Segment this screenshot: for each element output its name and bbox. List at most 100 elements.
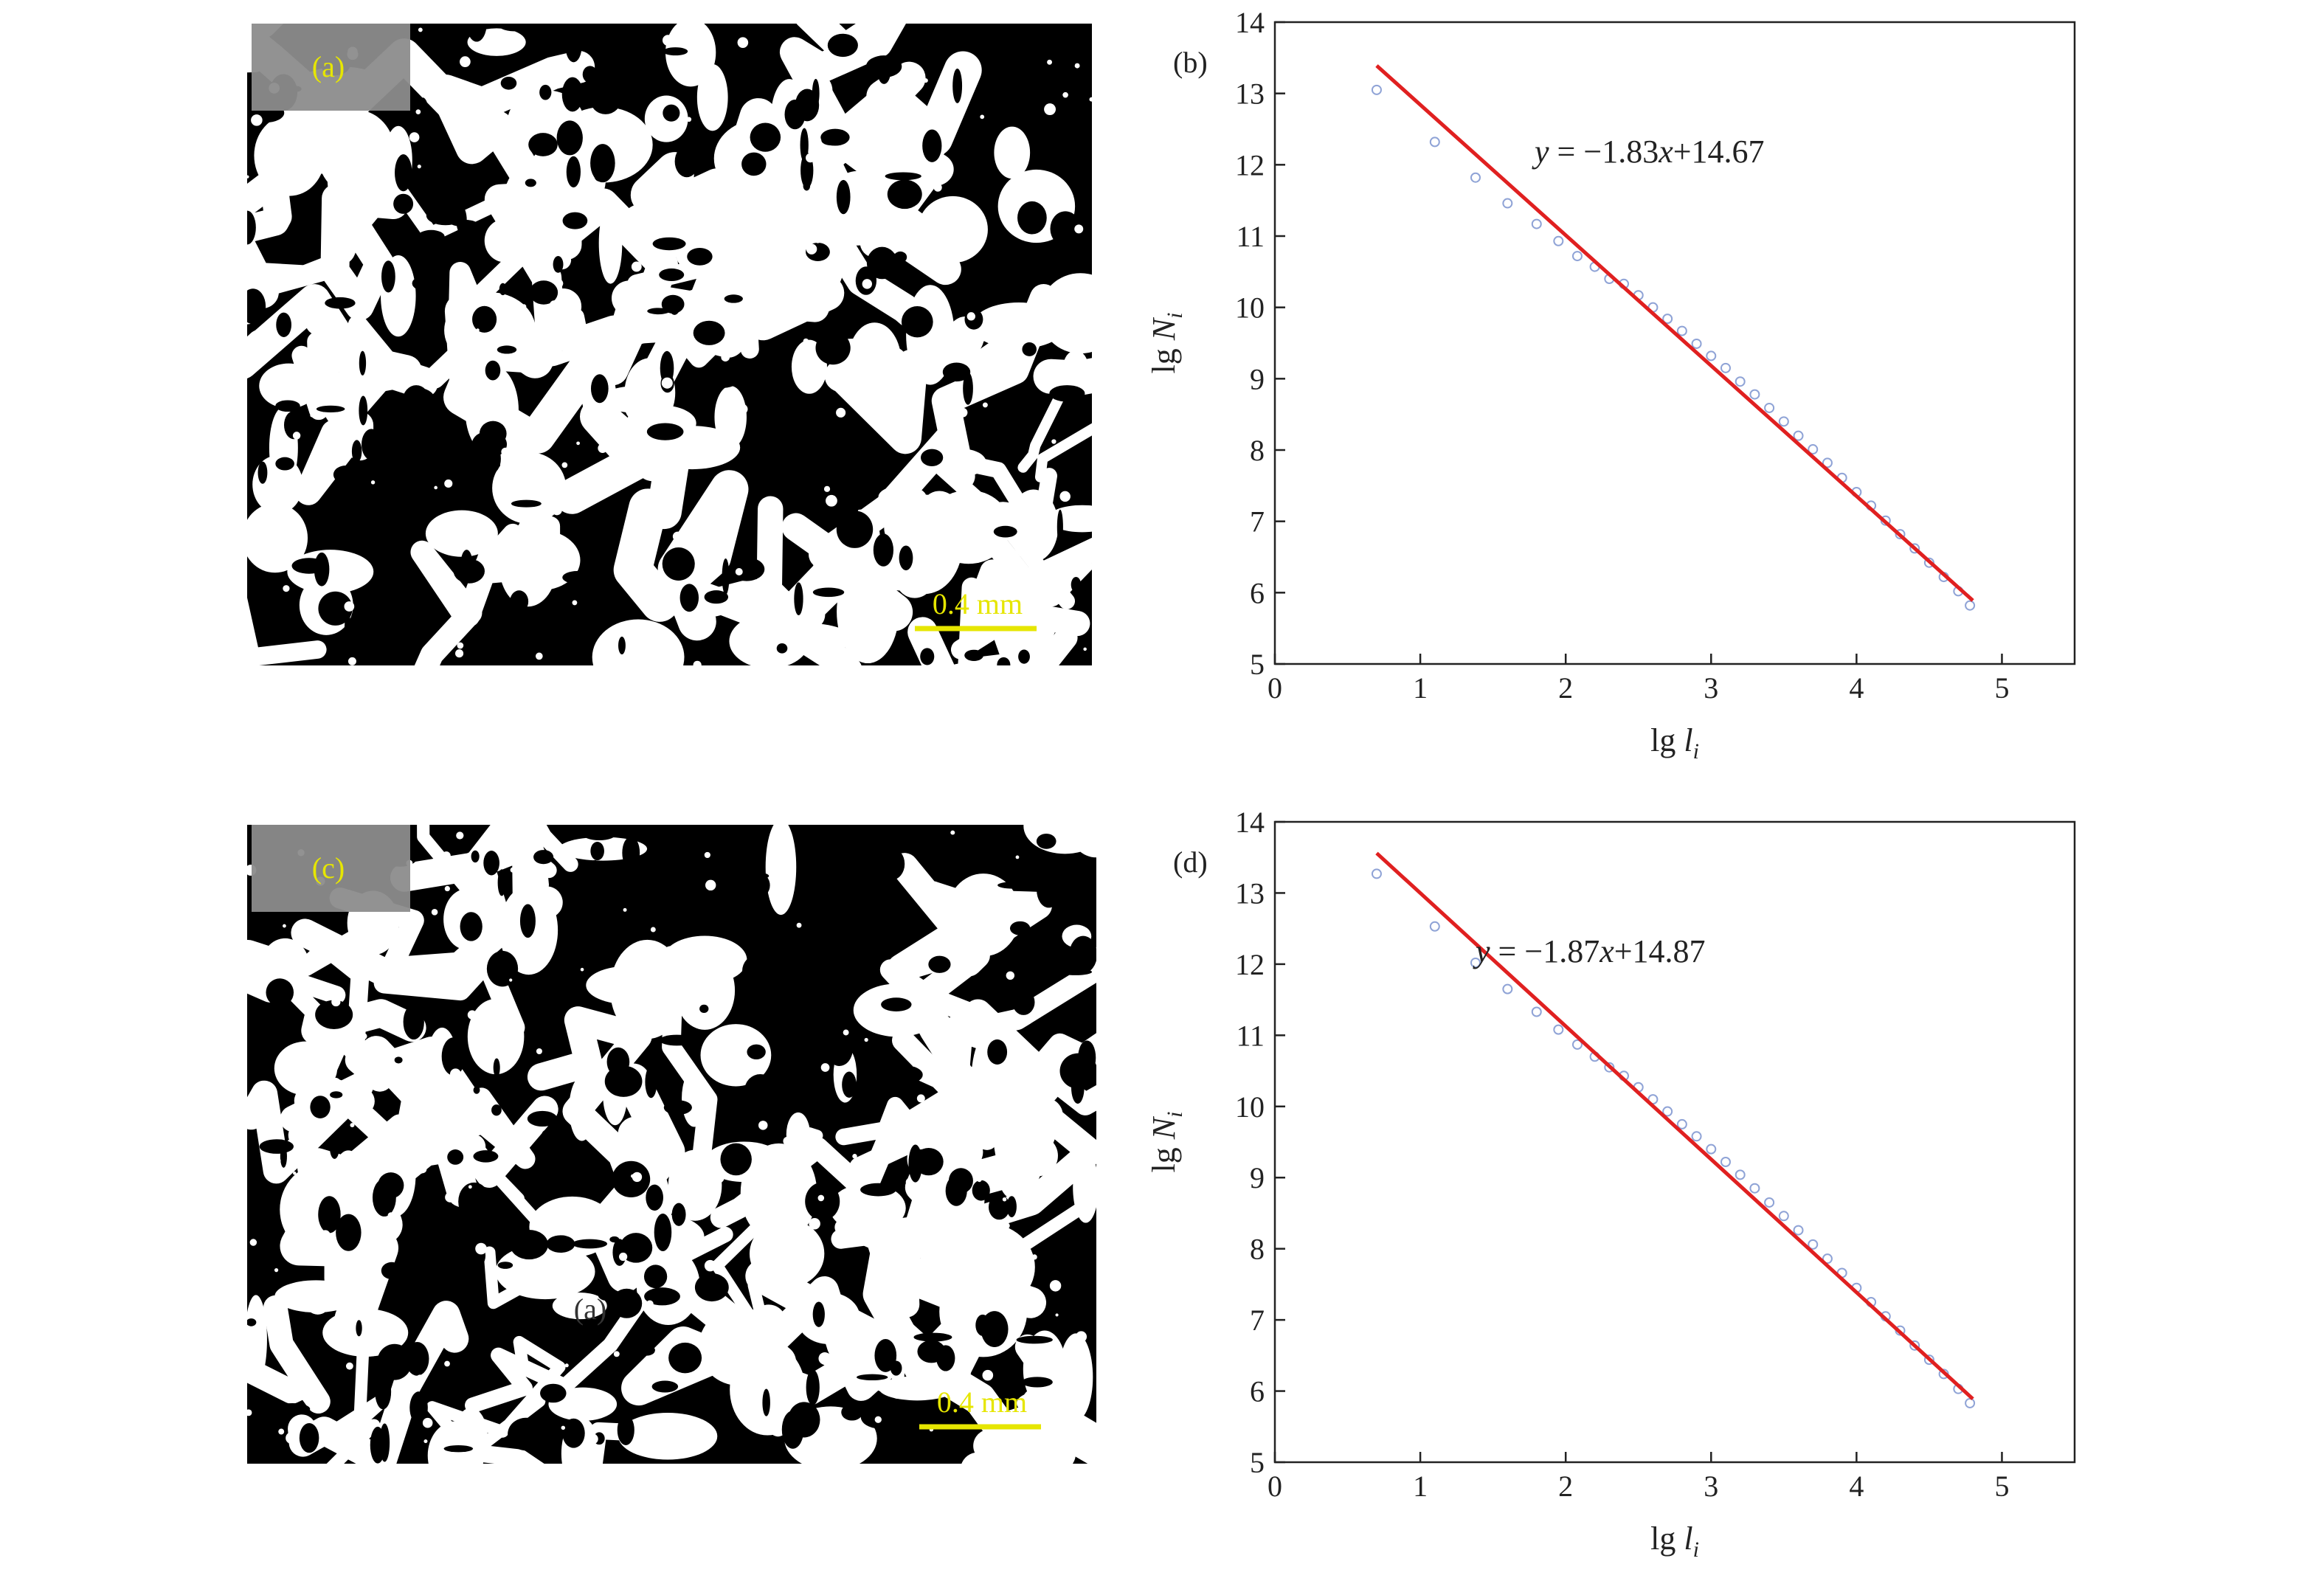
pore (426, 205, 465, 226)
pore (724, 294, 743, 303)
speck (361, 1033, 367, 1039)
data-point (1676, 325, 1687, 336)
speck (290, 1219, 297, 1226)
speck (501, 447, 510, 457)
speck (328, 426, 340, 437)
pore (890, 1360, 902, 1376)
data-point (1429, 136, 1440, 148)
pore (819, 840, 845, 853)
speck (981, 1138, 992, 1149)
speck (710, 564, 722, 576)
pore (381, 260, 395, 293)
pore (299, 1422, 319, 1453)
pore (887, 179, 922, 210)
speck (399, 1068, 407, 1076)
fit-line (1375, 851, 1974, 1401)
pore (256, 581, 274, 619)
speck (943, 536, 948, 541)
data-point (1822, 1253, 1833, 1264)
y-axis-label-sub: i (1163, 313, 1187, 319)
pore (486, 950, 519, 987)
speck (650, 927, 656, 933)
speck (823, 485, 831, 492)
pore (699, 1004, 709, 1014)
speck (561, 1425, 566, 1430)
speck (806, 243, 817, 255)
pore (1012, 989, 1035, 1015)
pore (805, 1182, 840, 1221)
pore (654, 1213, 672, 1251)
speck (347, 657, 356, 665)
pore (318, 591, 353, 626)
pore (443, 1445, 474, 1453)
speck (734, 1304, 742, 1313)
speck (1074, 224, 1084, 234)
speck (456, 831, 464, 840)
white-region (1059, 1333, 1093, 1421)
white-region (674, 951, 736, 1030)
plot-frame (1273, 820, 2076, 1464)
pore (590, 374, 609, 404)
speck (498, 339, 503, 344)
data-point (1764, 1197, 1775, 1208)
pore (458, 1182, 491, 1221)
speck (468, 1185, 472, 1189)
pore (396, 1275, 431, 1295)
pore (330, 1091, 343, 1098)
data-point (1749, 389, 1760, 400)
pore (747, 376, 772, 384)
white-region (918, 196, 988, 263)
pore (662, 547, 695, 581)
pore (762, 1388, 770, 1416)
pore (659, 1034, 695, 1046)
white-region (749, 1219, 825, 1288)
speck (741, 1071, 747, 1077)
pore (574, 1158, 605, 1192)
pore (316, 405, 345, 413)
pore (472, 305, 497, 333)
pore (942, 362, 971, 382)
data-point (1691, 1131, 1702, 1142)
pore (450, 219, 477, 226)
speck (958, 407, 968, 418)
y-tick-label: 9 (1250, 1161, 1265, 1194)
speck (705, 443, 714, 451)
pore (1011, 1370, 1018, 1383)
pore (644, 1287, 680, 1306)
y-tick-label: 12 (1235, 948, 1265, 981)
data-point (1778, 1211, 1789, 1222)
pore (821, 135, 842, 146)
speck (798, 1168, 802, 1172)
pore (562, 212, 588, 229)
speck (423, 1439, 428, 1444)
white-region (1023, 825, 1096, 854)
pore (466, 24, 487, 42)
pore (351, 440, 362, 463)
data-point (1502, 983, 1513, 994)
speck (619, 364, 624, 370)
data-point (1470, 172, 1481, 183)
speck (737, 404, 748, 415)
white-region (826, 209, 876, 242)
white-region (526, 160, 561, 200)
panel-label: (c) (312, 851, 345, 885)
speck (933, 183, 942, 192)
data-point (1822, 457, 1833, 468)
speck (817, 1194, 825, 1202)
panel-label: (d) (1173, 845, 1208, 879)
speck (836, 407, 846, 418)
pore (494, 619, 512, 627)
pore (395, 154, 412, 192)
pore (997, 657, 1011, 665)
pore (1069, 935, 1096, 974)
y-tick-label: 10 (1235, 1090, 1265, 1124)
speck (551, 505, 562, 516)
white-region (425, 510, 498, 557)
pore (500, 76, 517, 90)
y-axis-label-sub: i (1163, 1112, 1187, 1118)
speck (916, 1094, 925, 1103)
speck (509, 978, 513, 982)
pore (1049, 385, 1085, 402)
pore (622, 836, 640, 869)
micrograph-content (247, 24, 1092, 665)
